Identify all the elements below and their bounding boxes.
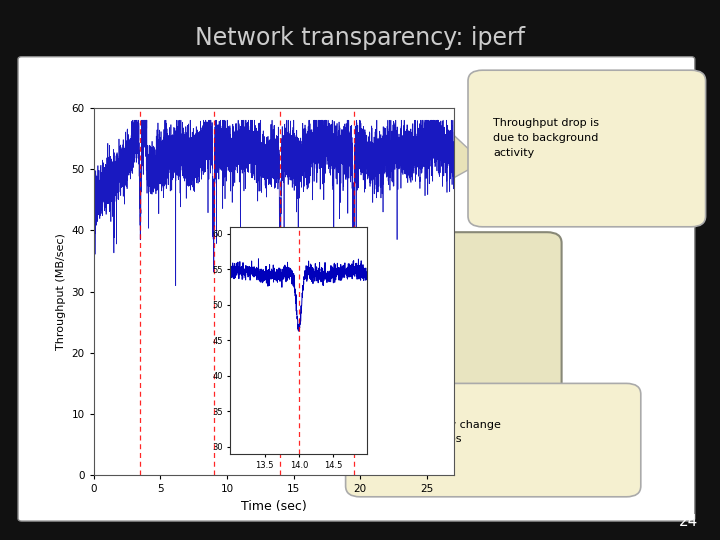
Polygon shape xyxy=(414,135,482,200)
FancyBboxPatch shape xyxy=(274,232,562,400)
X-axis label: Time (sec): Time (sec) xyxy=(240,500,307,513)
Text: - 1Gbps, 0 delay network,
- iperf between two VMs
- tcpdump inside one of VMs
- : - 1Gbps, 0 delay network, - iperf betwee… xyxy=(299,251,447,307)
FancyBboxPatch shape xyxy=(468,70,706,227)
FancyBboxPatch shape xyxy=(346,383,641,497)
Text: 24: 24 xyxy=(679,514,698,529)
Text: Network transparency: iperf: Network transparency: iperf xyxy=(195,26,525,50)
FancyBboxPatch shape xyxy=(18,57,695,521)
Y-axis label: Throughput (MB/sec): Throughput (MB/sec) xyxy=(56,233,66,350)
Text: Throughput drop is
due to background
activity: Throughput drop is due to background act… xyxy=(493,118,599,158)
Text: No TCP window change
No packet drops: No TCP window change No packet drops xyxy=(371,420,500,444)
